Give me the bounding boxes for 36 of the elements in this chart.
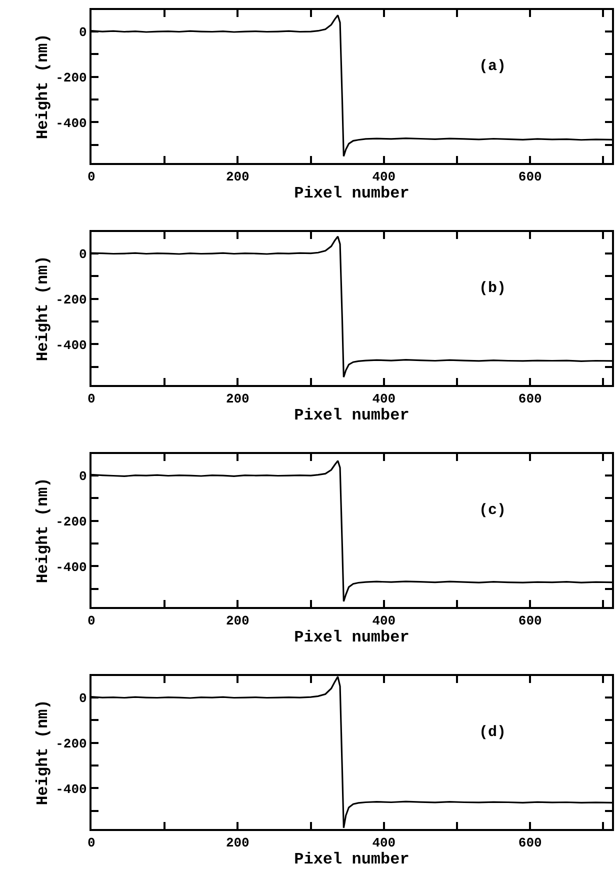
- x-tick-label: 200: [226, 392, 250, 407]
- annotation: (d): [479, 724, 506, 741]
- y-axis-title: Height (nm): [34, 34, 52, 140]
- annotation: (a): [479, 58, 506, 75]
- y-axis-title: Height (nm): [34, 256, 52, 362]
- x-tick-label: 600: [518, 836, 542, 851]
- x-tick-label: 400: [372, 392, 396, 407]
- annotation: (c): [479, 502, 506, 519]
- y-tick-label: 0: [79, 25, 88, 40]
- y-tick-label: -400: [56, 782, 88, 797]
- y-tick-label: -400: [56, 116, 88, 131]
- y-tick-label: 0: [79, 691, 88, 706]
- x-tick-label: 200: [226, 614, 250, 629]
- y-tick-label: -400: [56, 560, 88, 575]
- y-tick-label: -400: [56, 338, 88, 353]
- x-tick-label: 200: [226, 836, 250, 851]
- y-tick-label: 0: [79, 247, 88, 262]
- y-tick-label: -200: [56, 514, 88, 530]
- y-axis-title: Height (nm): [34, 478, 52, 584]
- x-tick-label: 400: [372, 614, 396, 629]
- y-tick-label: 0: [79, 469, 88, 484]
- x-axis-title: Pixel number: [294, 628, 410, 647]
- y-tick-label: -200: [56, 70, 88, 86]
- x-axis-title: Pixel number: [294, 184, 410, 203]
- x-tick-label: 200: [226, 170, 250, 185]
- y-tick-label: -200: [56, 736, 88, 752]
- x-axis-title: Pixel number: [294, 850, 410, 869]
- x-tick-label: 600: [518, 170, 542, 185]
- annotation: (b): [479, 280, 506, 297]
- x-axis-title: Pixel number: [294, 406, 410, 425]
- x-tick-label: 400: [372, 836, 396, 851]
- y-tick-label: -200: [56, 292, 88, 308]
- x-tick-label: 400: [372, 170, 396, 185]
- x-tick-label: 600: [518, 614, 542, 629]
- y-axis-title: Height (nm): [34, 700, 52, 806]
- x-tick-label: 600: [518, 392, 542, 407]
